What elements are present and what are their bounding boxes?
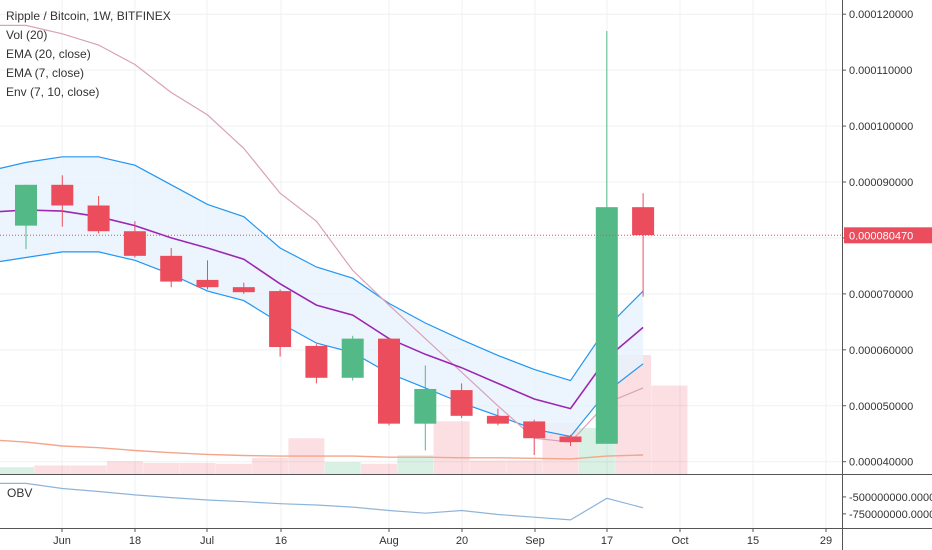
volume-bar-0 xyxy=(0,467,34,474)
candle-12 xyxy=(450,383,473,419)
x-tick-label-5: 20 xyxy=(456,535,468,547)
x-tick-label-7: 17 xyxy=(601,535,613,547)
x-tick-label-8: Oct xyxy=(671,535,688,547)
candle-body-3 xyxy=(123,231,146,256)
candle-3 xyxy=(123,221,146,258)
last-price-tag: 0.000080470 xyxy=(844,227,932,244)
candle-0 xyxy=(15,184,37,250)
candle-1 xyxy=(51,175,74,227)
y-tick-label-1: 0.000110000 xyxy=(849,65,912,77)
obv-label: OBV xyxy=(7,486,33,500)
candle-8 xyxy=(305,344,328,384)
x-tick-label-10: 29 xyxy=(820,535,832,547)
volume-ma-line xyxy=(0,439,644,460)
y-tick-label-5: 0.000070000 xyxy=(849,289,913,301)
candle-body-1 xyxy=(51,184,74,206)
candle-5 xyxy=(196,260,219,290)
candle-body-13 xyxy=(486,415,509,424)
y-tick-label-2: 0.000100000 xyxy=(849,121,913,133)
candle-body-9 xyxy=(341,338,364,378)
volume-bar-11 xyxy=(397,455,434,474)
indicator-ema20: EMA (20, close) xyxy=(6,47,91,61)
chart-title: Ripple / Bitcoin, 1W, BITFINEX xyxy=(6,9,171,23)
y-tick-label-0: 0.000120000 xyxy=(849,9,913,21)
volume-bars xyxy=(0,355,688,474)
volume-bar-1 xyxy=(34,465,71,474)
y-tick-label-8: 0.000040000 xyxy=(849,457,913,469)
candle-body-14 xyxy=(523,421,546,439)
candle-16 xyxy=(595,30,618,444)
obv-line xyxy=(0,482,644,521)
volume-bar-5 xyxy=(179,462,216,474)
candle-body-0 xyxy=(15,184,37,226)
x-tick-label-3: 16 xyxy=(275,535,287,547)
volume-bar-12 xyxy=(433,421,470,474)
candle-17 xyxy=(632,193,655,297)
candle-6 xyxy=(232,282,255,294)
candle-body-11 xyxy=(414,388,437,424)
candle-body-4 xyxy=(160,255,183,282)
candle-body-2 xyxy=(87,205,110,232)
candles[interactable] xyxy=(15,30,655,455)
candle-body-5 xyxy=(196,279,219,288)
volume-bar-6 xyxy=(215,463,252,474)
volume-bar-2 xyxy=(70,465,107,474)
obv-tick-label-0: -500000000.0000 xyxy=(849,492,932,504)
volume-bar-13 xyxy=(469,460,506,474)
y-tick-label-3: 0.000090000 xyxy=(849,177,913,189)
envelope-fill xyxy=(0,156,644,437)
last-price-tag-bg xyxy=(844,227,932,244)
obv-tick-label-1: -750000000.0000 xyxy=(849,509,932,521)
last-price-label: 0.000080470 xyxy=(849,230,913,242)
candle-13 xyxy=(486,408,509,426)
candle-body-12 xyxy=(450,390,473,416)
chart-legend: Ripple / Bitcoin, 1W, BITFINEX Vol (20) … xyxy=(6,7,171,102)
x-tick-label-6: Sep xyxy=(525,535,545,547)
volume-bar-4 xyxy=(143,462,180,474)
candle-7 xyxy=(269,289,292,357)
indicator-vol: Vol (20) xyxy=(6,28,48,42)
y-axis-ticks: 0.000120000 0.000110000 0.000100000 0.00009… xyxy=(842,9,913,469)
volume-bar-3 xyxy=(106,461,143,474)
envelope-upper-line xyxy=(0,156,644,382)
indicator-envelope: Env (7, 10, close) xyxy=(6,85,100,99)
obv-axis-ticks: -500000000.0000 -750000000.0000 xyxy=(842,492,932,521)
indicator-ema7: EMA (7, close) xyxy=(6,66,85,80)
candle-body-17 xyxy=(632,207,655,236)
candle-body-6 xyxy=(232,287,255,293)
candle-9 xyxy=(341,335,364,381)
volume-bar-14 xyxy=(506,460,543,474)
candle-11 xyxy=(414,365,437,451)
x-tick-label-4: Aug xyxy=(379,535,399,547)
y-tick-label-6: 0.000060000 xyxy=(849,345,913,357)
y-tick-label-7: 0.000050000 xyxy=(849,401,913,413)
x-tick-label-1: 18 xyxy=(129,535,141,547)
candle-body-7 xyxy=(269,291,292,348)
volume-bar-18 xyxy=(651,385,688,474)
x-tick-label-0: Jun xyxy=(53,535,71,547)
candle-body-10 xyxy=(378,338,400,424)
volume-bar-9 xyxy=(324,462,361,474)
candle-4 xyxy=(160,248,183,288)
candle-body-15 xyxy=(559,436,582,443)
x-tick-label-2: Jul xyxy=(200,535,214,547)
x-tick-label-9: 15 xyxy=(747,535,759,547)
candle-14 xyxy=(523,419,546,455)
volume-bar-7 xyxy=(252,457,289,474)
volume-bar-10 xyxy=(361,463,397,474)
candle-10 xyxy=(378,337,400,426)
x-axis-ticks: Jun 18 Jul 16 Aug 20 Sep 17 Oct 15 29 xyxy=(53,528,832,547)
candle-body-8 xyxy=(305,345,328,378)
candle-2 xyxy=(87,195,110,234)
candle-15 xyxy=(559,434,582,447)
candle-body-16 xyxy=(595,207,618,444)
